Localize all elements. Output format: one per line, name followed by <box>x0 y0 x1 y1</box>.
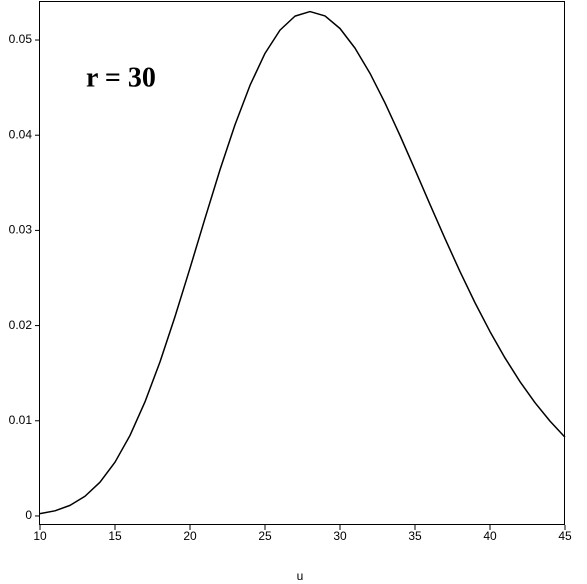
x-tick-label: 40 <box>483 529 497 543</box>
y-tick-label: 0.02 <box>9 318 33 332</box>
x-tick-label: 15 <box>108 529 122 543</box>
x-tick-label: 10 <box>33 529 47 543</box>
plot-frame <box>39 1 565 525</box>
x-tick-label: 35 <box>408 529 422 543</box>
y-tick-label: 0.03 <box>9 223 33 237</box>
x-tick-label: 30 <box>333 529 347 543</box>
y-tick-label: 0.01 <box>9 413 33 427</box>
curve <box>39 10 566 515</box>
y-tick-label: 0.05 <box>9 32 33 46</box>
x-tick-label: 45 <box>558 529 572 543</box>
x-tick-label: 20 <box>183 529 197 543</box>
y-tick-label: 0 <box>25 508 32 522</box>
x-tick-label: 25 <box>258 529 272 543</box>
annotation: r = 30 <box>86 62 156 93</box>
x-axis-label: u <box>297 569 304 583</box>
y-tick-label: 0.04 <box>9 127 33 141</box>
